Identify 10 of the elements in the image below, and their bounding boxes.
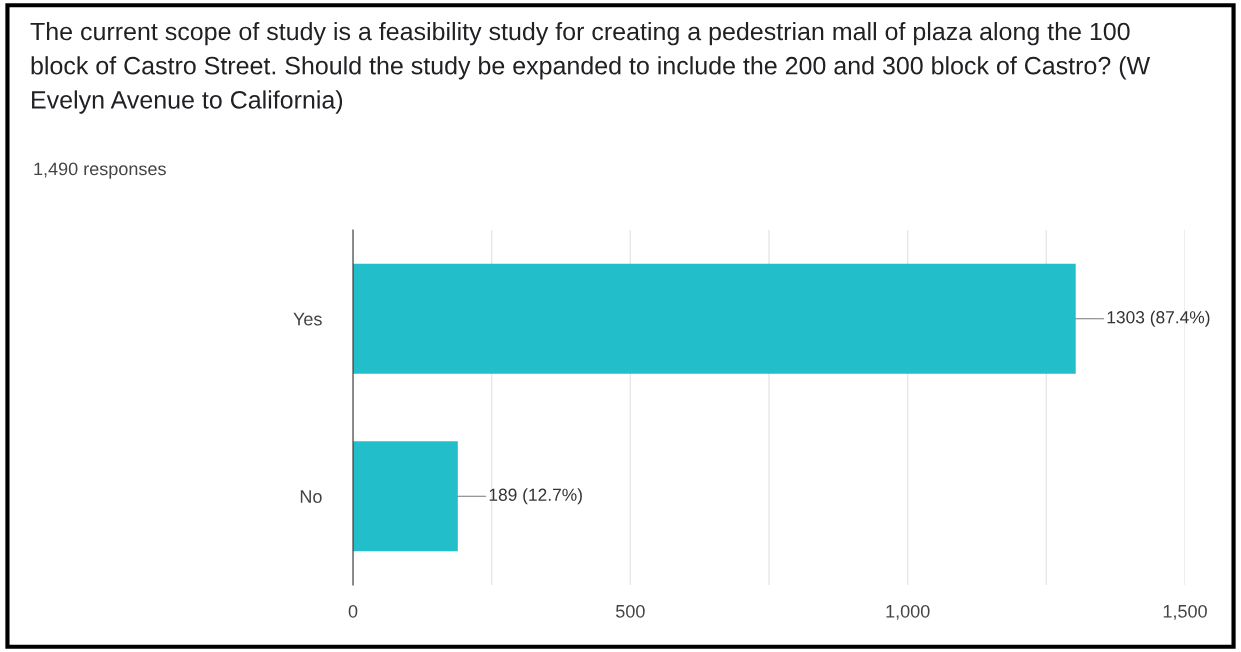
x-tick-label: 1,000	[886, 604, 930, 620]
x-tick-label: 1,500	[1163, 604, 1207, 620]
data-label: 1303 (87.4%)	[1107, 310, 1210, 327]
data-label: 189 (12.7%)	[489, 488, 582, 505]
x-tick-label: 500	[615, 604, 645, 618]
chart-title: The current scope of study is a feasibility study for creating a pedestrian mall of plaza along the 100 block of Castro Street. Should the study be expanded to include the 200 and 300 block of Castro? (W Evelyn Avenue to California)	[30, 22, 1151, 114]
y-tick-label: No	[300, 490, 322, 503]
text: 1,490 responses	[34, 162, 166, 179]
x-tick-label: 0	[348, 604, 358, 618]
y-tick-label: Yes	[293, 312, 322, 326]
